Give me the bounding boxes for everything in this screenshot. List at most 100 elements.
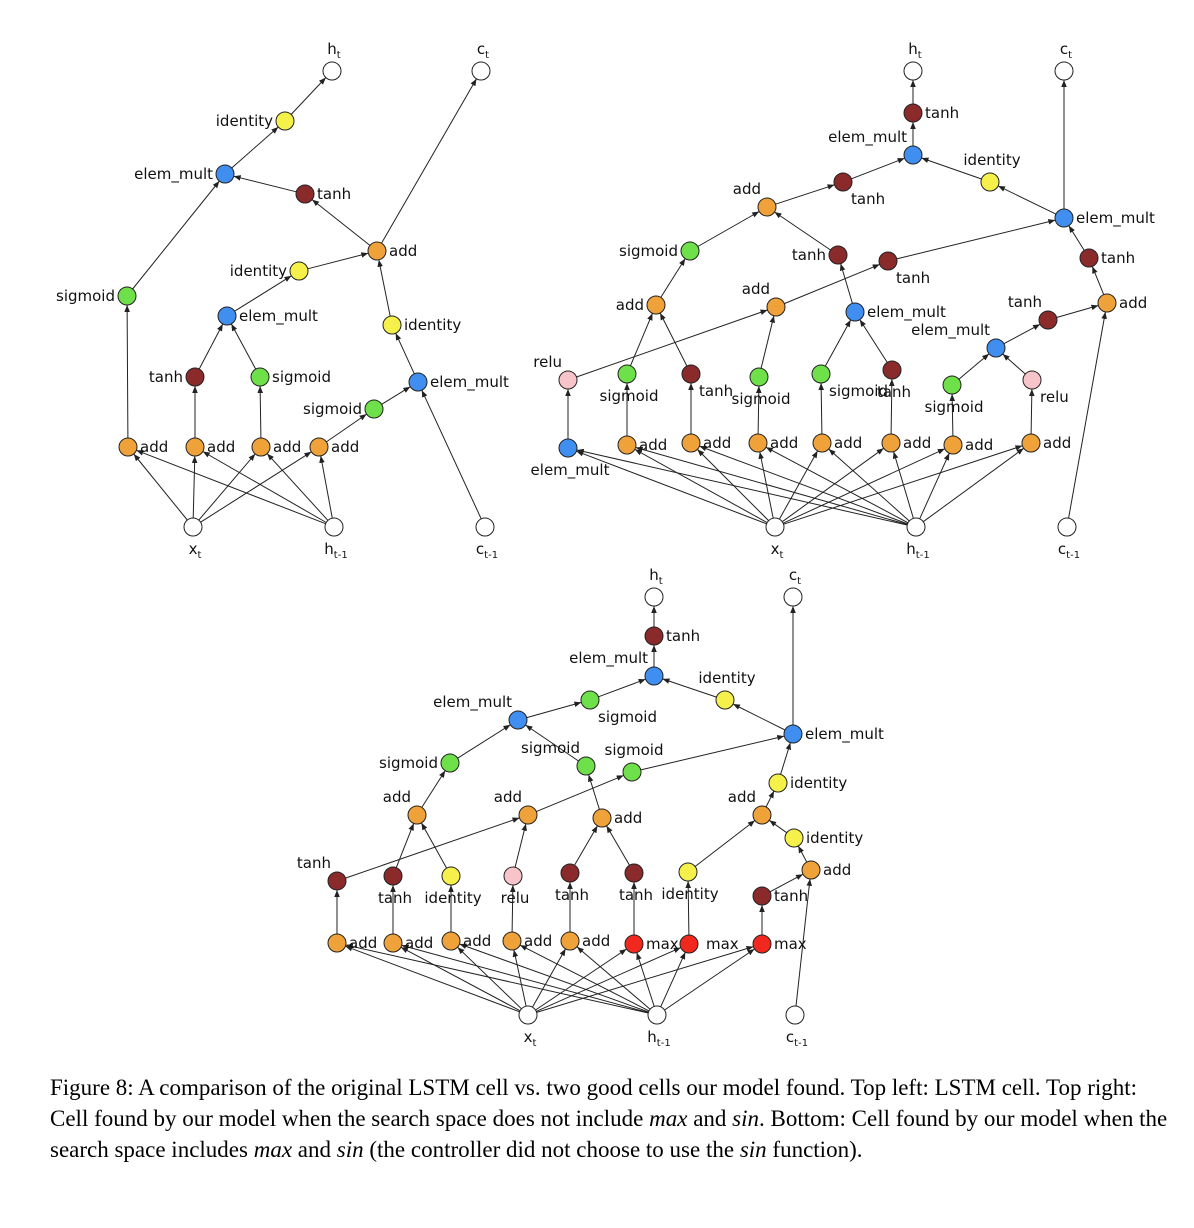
edge-relu1-to-add_m bbox=[576, 309, 768, 378]
io-node bbox=[647, 1005, 667, 1025]
sigmoid-label: sigmoid bbox=[732, 390, 791, 408]
add-label: add bbox=[389, 242, 417, 260]
edge-tanh_a-to-em_top bbox=[851, 157, 905, 180]
edge-tanh_f-to-em_m bbox=[859, 319, 888, 363]
sigmoid-node bbox=[440, 753, 460, 773]
edge-sig_a-to-add_a bbox=[697, 211, 760, 247]
edge-ht1-to-b6 bbox=[919, 452, 950, 520]
add-label: add bbox=[616, 296, 644, 314]
node-label-text: add bbox=[639, 436, 667, 454]
io-label: ht bbox=[908, 40, 922, 61]
edge-em_r-to-id_r bbox=[997, 185, 1057, 215]
max-node bbox=[679, 934, 699, 954]
elem-mult-label: elem_mult bbox=[911, 321, 990, 340]
edge-xt-to-a3 bbox=[198, 453, 256, 521]
add-label: add bbox=[207, 438, 235, 456]
add-node bbox=[367, 241, 387, 261]
caption-sin-1: sin bbox=[732, 1106, 760, 1131]
node-label-text: add bbox=[383, 788, 411, 806]
node-label-text: tanh bbox=[877, 383, 911, 401]
edge-add_m-to-tanh_c bbox=[784, 263, 880, 305]
add-label: add bbox=[728, 788, 756, 806]
edge-em_r-to-id_a bbox=[732, 703, 786, 731]
edge-tanh_b-to-add_a bbox=[774, 211, 831, 251]
node-label-text: add bbox=[903, 434, 931, 452]
edge-id_c-to-add_d bbox=[769, 819, 787, 834]
node-label-text: sigmoid bbox=[600, 387, 659, 405]
node-label-subscript: t-1 bbox=[334, 550, 348, 561]
add-node bbox=[251, 437, 271, 457]
edge-tanh_d-to-add_c bbox=[606, 825, 630, 866]
tanh-label: tanh bbox=[774, 887, 808, 905]
relu-label: relu bbox=[1040, 388, 1069, 406]
node-label-text: h bbox=[327, 40, 337, 58]
node-label-text: elem_mult bbox=[828, 128, 907, 147]
add-label: add bbox=[770, 434, 798, 452]
sigmoid-label: sigmoid bbox=[829, 382, 888, 400]
io-node bbox=[183, 517, 203, 537]
edge-add_b-to-sig_d bbox=[536, 774, 624, 813]
max-label: max bbox=[774, 935, 807, 953]
edge-ht1-to-b1 bbox=[635, 446, 908, 525]
io-label: ct bbox=[789, 566, 801, 587]
caption-sin-3: sin bbox=[739, 1137, 767, 1162]
add-label: add bbox=[703, 434, 731, 452]
node-label-text: identity bbox=[404, 316, 461, 334]
max-label: max bbox=[706, 935, 739, 953]
edge-ht1-to-a4 bbox=[319, 455, 333, 519]
add-node bbox=[681, 433, 701, 453]
edge-add_c-to-sig_c bbox=[588, 774, 600, 810]
tanh-label: tanh bbox=[297, 854, 331, 872]
caption-text-1: Figure 8: A comparison of the original L… bbox=[50, 1075, 1138, 1131]
edge-tanh_e-to-add_e bbox=[769, 873, 804, 893]
node-label-subscript: t-1 bbox=[794, 1038, 808, 1049]
edge-ht1-to-m2 bbox=[660, 951, 686, 1008]
tanh-node bbox=[903, 103, 923, 123]
sigmoid-node bbox=[250, 367, 270, 387]
node-label-text: tanh bbox=[555, 886, 589, 904]
node-label-text: tanh bbox=[851, 190, 885, 208]
node-label-text: add bbox=[582, 932, 610, 950]
sigmoid-label: sigmoid bbox=[600, 387, 659, 405]
edge-tanh2-to-em2 bbox=[198, 323, 224, 370]
node-label-text: add bbox=[463, 932, 491, 950]
io-node bbox=[785, 1005, 805, 1025]
add-node bbox=[327, 933, 347, 953]
io-node bbox=[475, 517, 495, 537]
edge-ht1-to-b7 bbox=[923, 447, 1024, 523]
node-label-subscript: t bbox=[1068, 50, 1072, 61]
add-node bbox=[441, 931, 461, 951]
edge-xt-to-m2 bbox=[535, 947, 682, 1012]
node-label-text: sigmoid bbox=[605, 741, 664, 759]
edge-tanh_r-to-em_r bbox=[1068, 225, 1085, 251]
edge-xt-to-b1 bbox=[345, 945, 520, 1013]
add-label: add bbox=[614, 809, 642, 827]
edge-ht1-to-em_bl bbox=[576, 448, 908, 526]
node-label-text: max bbox=[646, 935, 679, 953]
tanh-label: tanh bbox=[896, 269, 930, 287]
edge-add_r-to-tanh_r bbox=[1091, 266, 1105, 295]
add-node bbox=[801, 860, 821, 880]
io-node bbox=[322, 61, 342, 81]
tanh-label: tanh bbox=[792, 246, 826, 264]
node-label-subscript: t bbox=[797, 576, 801, 587]
node-label-subscript: t bbox=[918, 50, 922, 61]
add-label: add bbox=[331, 438, 359, 456]
tanh-label: tanh bbox=[619, 886, 653, 904]
add-label: add bbox=[524, 932, 552, 950]
edge-xt-to-b1 bbox=[634, 448, 768, 524]
node-label-text: add bbox=[1043, 434, 1071, 452]
add-node bbox=[646, 295, 666, 315]
edge-sig_b-to-em_l bbox=[457, 724, 511, 759]
tanh-node bbox=[882, 360, 902, 380]
add-node bbox=[748, 433, 768, 453]
node-label-text: identity bbox=[806, 829, 863, 847]
caption-and-2: and bbox=[292, 1137, 337, 1162]
graph-with_max: ht cttanhelem_multsigmoididentityelem_mul… bbox=[297, 566, 884, 1049]
node-label-subscript: t-1 bbox=[916, 550, 930, 561]
sigmoid-node bbox=[680, 241, 700, 261]
tanh-label: tanh bbox=[925, 104, 959, 122]
add-label: add bbox=[582, 932, 610, 950]
tanh-node bbox=[828, 245, 848, 265]
node-label-text: sigmoid bbox=[925, 398, 984, 416]
